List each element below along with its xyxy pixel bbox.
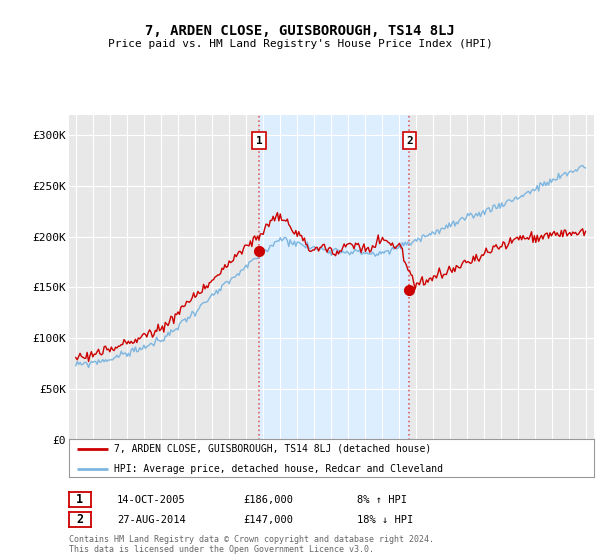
Text: HPI: Average price, detached house, Redcar and Cleveland: HPI: Average price, detached house, Redc…: [113, 464, 443, 474]
Text: 7, ARDEN CLOSE, GUISBOROUGH, TS14 8LJ (detached house): 7, ARDEN CLOSE, GUISBOROUGH, TS14 8LJ (d…: [113, 444, 431, 454]
Text: 1: 1: [76, 493, 83, 506]
Text: 18% ↓ HPI: 18% ↓ HPI: [357, 515, 413, 525]
Text: £147,000: £147,000: [243, 515, 293, 525]
Text: 8% ↑ HPI: 8% ↑ HPI: [357, 494, 407, 505]
Bar: [259, 115, 409, 440]
Text: 2: 2: [76, 513, 83, 526]
Text: 27-AUG-2014: 27-AUG-2014: [117, 515, 186, 525]
Text: Price paid vs. HM Land Registry's House Price Index (HPI): Price paid vs. HM Land Registry's House …: [107, 39, 493, 49]
Text: £186,000: £186,000: [243, 494, 293, 505]
Text: 7, ARDEN CLOSE, GUISBOROUGH, TS14 8LJ: 7, ARDEN CLOSE, GUISBOROUGH, TS14 8LJ: [145, 24, 455, 38]
Text: 14-OCT-2005: 14-OCT-2005: [117, 494, 186, 505]
Text: 1: 1: [256, 136, 262, 146]
Text: 2: 2: [406, 136, 413, 146]
Text: Contains HM Land Registry data © Crown copyright and database right 2024.
This d: Contains HM Land Registry data © Crown c…: [69, 535, 434, 554]
